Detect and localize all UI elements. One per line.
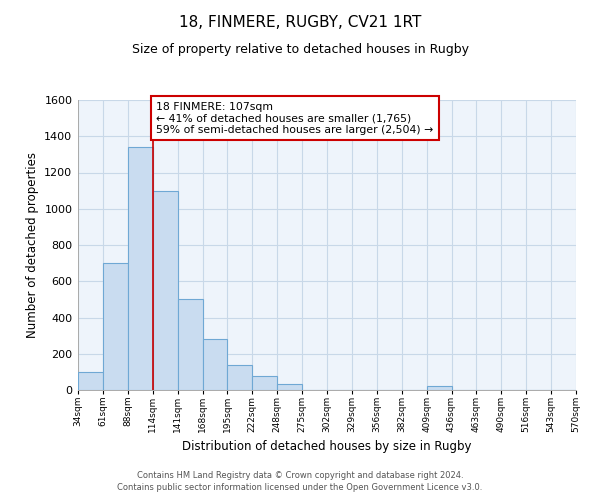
Bar [227, 364, 253, 390]
Text: Size of property relative to detached houses in Rugby: Size of property relative to detached ho… [131, 42, 469, 56]
Bar [277, 384, 302, 390]
Bar [178, 300, 203, 390]
Y-axis label: Number of detached properties: Number of detached properties [26, 152, 39, 338]
Bar [78, 372, 103, 390]
Bar [128, 147, 153, 390]
Bar [253, 376, 277, 390]
X-axis label: Distribution of detached houses by size in Rugby: Distribution of detached houses by size … [182, 440, 472, 454]
Bar [427, 386, 452, 390]
Text: 18, FINMERE, RUGBY, CV21 1RT: 18, FINMERE, RUGBY, CV21 1RT [179, 15, 421, 30]
Text: 18 FINMERE: 107sqm
← 41% of detached houses are smaller (1,765)
59% of semi-deta: 18 FINMERE: 107sqm ← 41% of detached hou… [157, 102, 434, 135]
Bar [152, 190, 178, 390]
Text: Contains HM Land Registry data © Crown copyright and database right 2024.
Contai: Contains HM Land Registry data © Crown c… [118, 471, 482, 492]
Bar [103, 263, 128, 390]
Bar [203, 339, 227, 390]
